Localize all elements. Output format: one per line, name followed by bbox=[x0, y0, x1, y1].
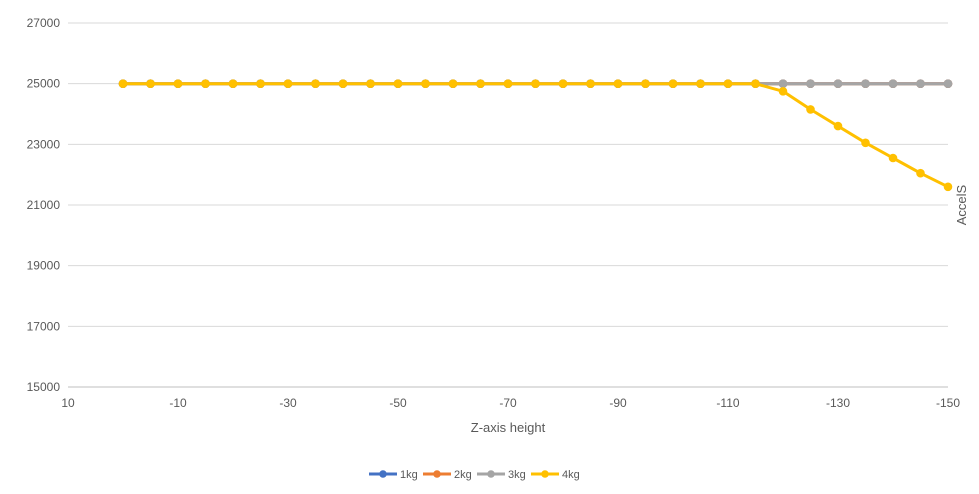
x-tick-label: -110 bbox=[716, 396, 739, 410]
x-axis-tick-labels: 10 -10 -30 -50 -70 -90 -110 -130 -150 bbox=[61, 396, 960, 410]
legend: 1kg 2kg 3kg 4kg bbox=[369, 469, 580, 481]
legend-label: 3kg bbox=[508, 469, 526, 481]
x-tick-label: -150 bbox=[936, 396, 960, 410]
data-point bbox=[503, 79, 513, 88]
data-point bbox=[146, 79, 155, 88]
data-point bbox=[806, 79, 815, 88]
y-axis-tick-labels: 15000 17000 19000 21000 23000 25000 27000 bbox=[27, 16, 61, 394]
data-point bbox=[861, 138, 870, 148]
legend-swatch-marker bbox=[541, 470, 549, 478]
data-point bbox=[201, 79, 210, 88]
data-point bbox=[531, 79, 540, 88]
data-point bbox=[668, 79, 678, 88]
data-point bbox=[558, 79, 568, 88]
data-point bbox=[256, 79, 265, 88]
legend-swatch-marker bbox=[433, 470, 441, 478]
y-tick-label: 23000 bbox=[27, 137, 61, 151]
data-point bbox=[393, 79, 403, 88]
data-point bbox=[888, 79, 898, 88]
legend-swatch-marker bbox=[487, 470, 495, 478]
x-tick-label: -10 bbox=[169, 396, 187, 410]
data-point bbox=[916, 79, 925, 88]
legend-swatch-marker bbox=[379, 470, 387, 478]
data-point bbox=[586, 79, 595, 88]
legend-item: 2kg bbox=[423, 469, 472, 481]
data-point bbox=[421, 79, 430, 88]
data-point bbox=[366, 79, 375, 88]
data-point bbox=[888, 153, 898, 163]
x-tick-label: -90 bbox=[609, 396, 627, 410]
data-point bbox=[916, 168, 925, 178]
data-point bbox=[283, 79, 293, 88]
y-tick-label: 27000 bbox=[27, 16, 61, 30]
data-point bbox=[861, 79, 870, 88]
legend-item: 1kg bbox=[369, 469, 418, 481]
data-point bbox=[943, 79, 953, 88]
legend-label: 2kg bbox=[454, 469, 472, 481]
data-point bbox=[778, 87, 788, 96]
data-point bbox=[476, 79, 485, 88]
data-point bbox=[173, 79, 183, 88]
legend-item: 4kg bbox=[531, 469, 580, 481]
gridlines bbox=[68, 22, 948, 327]
y-tick-label: 15000 bbox=[27, 380, 61, 394]
x-tick-label: -30 bbox=[279, 396, 297, 410]
data-point bbox=[833, 121, 843, 131]
y-tick-label: 25000 bbox=[27, 77, 61, 91]
data-point bbox=[228, 79, 238, 88]
data-point bbox=[613, 79, 623, 88]
legend-item: 3kg bbox=[477, 469, 526, 481]
x-tick-label: -130 bbox=[826, 396, 850, 410]
data-point bbox=[806, 105, 815, 114]
data-point bbox=[751, 79, 760, 88]
data-point bbox=[118, 79, 128, 88]
series-4kg bbox=[118, 79, 953, 192]
series-line bbox=[123, 82, 949, 189]
data-point bbox=[448, 79, 458, 88]
data-point bbox=[943, 182, 953, 192]
data-point bbox=[723, 79, 733, 88]
x-tick-label: -50 bbox=[389, 396, 407, 410]
y-tick-label: 17000 bbox=[27, 319, 61, 333]
y-tick-label: 21000 bbox=[27, 198, 61, 212]
data-point bbox=[833, 79, 843, 88]
x-tick-label: -70 bbox=[499, 396, 517, 410]
data-point bbox=[338, 79, 348, 88]
y-axis-title: AccelS bbox=[954, 184, 969, 225]
data-point bbox=[641, 79, 650, 88]
legend-label: 4kg bbox=[562, 469, 580, 481]
data-point bbox=[311, 79, 320, 88]
y-tick-label: 19000 bbox=[27, 259, 61, 273]
data-point bbox=[696, 79, 705, 88]
x-axis-title: Z-axis height bbox=[471, 420, 546, 435]
legend-label: 1kg bbox=[400, 469, 418, 481]
x-tick-label: 10 bbox=[61, 396, 75, 410]
data-point bbox=[778, 79, 788, 88]
series-lines bbox=[118, 79, 953, 192]
